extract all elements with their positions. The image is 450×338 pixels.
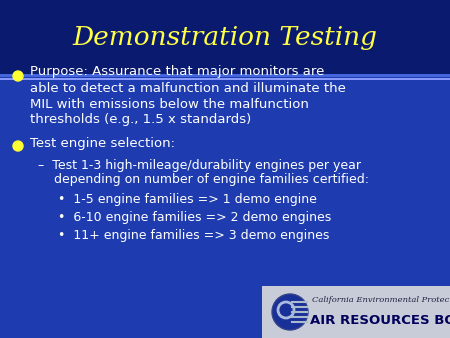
Bar (0, 75, 450, 338)
Text: •  6-10 engine families => 2 demo engines: • 6-10 engine families => 2 demo engines (58, 212, 331, 224)
Text: MIL with emissions below the malfunction: MIL with emissions below the malfunction (30, 97, 309, 111)
Circle shape (13, 71, 23, 81)
Text: Purpose: Assurance that major monitors are: Purpose: Assurance that major monitors a… (30, 66, 324, 78)
Text: –  Test 1-3 high-mileage/durability engines per year: – Test 1-3 high-mileage/durability engin… (38, 159, 361, 171)
Text: thresholds (e.g., 1.5 x standards): thresholds (e.g., 1.5 x standards) (30, 114, 251, 126)
Bar (0, 78, 450, 80)
Text: •  11+ engine families => 3 demo engines: • 11+ engine families => 3 demo engines (58, 230, 329, 242)
Bar (0, 74, 450, 77)
Text: Demonstration Testing: Demonstration Testing (72, 24, 378, 49)
Text: Test engine selection:: Test engine selection: (30, 138, 175, 150)
Circle shape (272, 294, 308, 330)
Text: depending on number of engine families certified:: depending on number of engine families c… (38, 173, 369, 187)
Text: California Environmental Protection Agency: California Environmental Protection Agen… (312, 296, 450, 304)
Bar (262, 286, 450, 338)
Text: •  1-5 engine families => 1 demo engine: • 1-5 engine families => 1 demo engine (58, 193, 317, 207)
Text: able to detect a malfunction and illuminate the: able to detect a malfunction and illumin… (30, 81, 346, 95)
Bar (0, 0, 450, 75)
Text: AIR RESOURCES BOARD: AIR RESOURCES BOARD (310, 314, 450, 327)
Circle shape (13, 141, 23, 151)
